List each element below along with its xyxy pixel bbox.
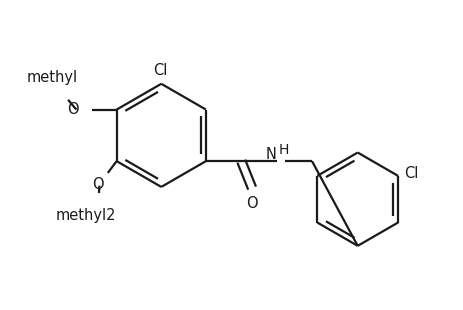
- Text: methyl2: methyl2: [56, 208, 116, 223]
- Text: methyl: methyl: [26, 70, 77, 85]
- Text: Cl: Cl: [153, 63, 167, 78]
- Text: O: O: [92, 177, 104, 192]
- Text: O: O: [246, 196, 257, 210]
- Text: O: O: [68, 102, 79, 117]
- Text: Cl: Cl: [403, 166, 418, 181]
- Text: N: N: [265, 147, 276, 162]
- Text: H: H: [279, 143, 289, 157]
